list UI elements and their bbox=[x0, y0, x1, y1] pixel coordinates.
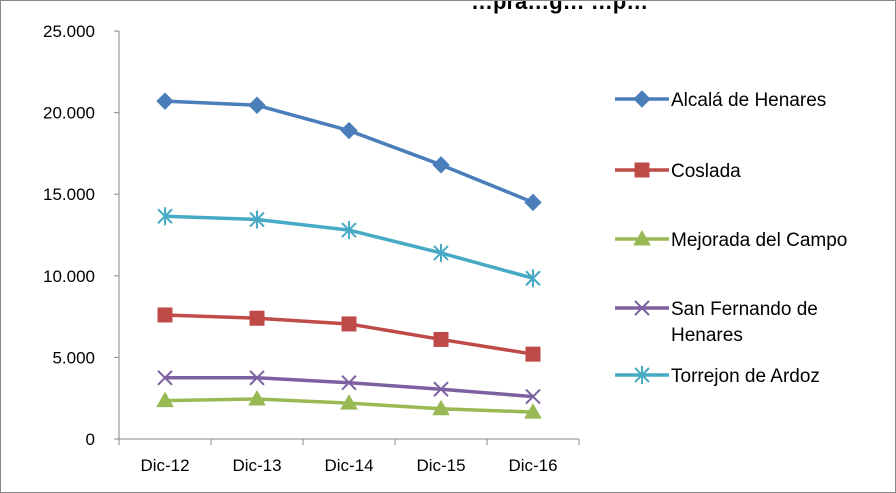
legend-entry-2: Mejorada del Campo bbox=[615, 229, 847, 251]
legend-entry-4: Torrejon de Ardoz bbox=[615, 366, 820, 387]
legend-marker bbox=[634, 162, 650, 178]
legend: Alcalá de Henares Coslada Mejorada del Cam… bbox=[615, 90, 847, 387]
data-point bbox=[525, 269, 541, 288]
data-point bbox=[249, 310, 265, 326]
y-axis: 0 5.000 10.000 15.000 20.000 25.000 bbox=[43, 22, 120, 449]
data-point bbox=[249, 210, 265, 229]
legend-label: Mejorada del Campo bbox=[671, 230, 847, 251]
legend-marker bbox=[633, 90, 651, 108]
series-4 bbox=[157, 207, 541, 288]
y-tick-label: 0 bbox=[86, 430, 95, 449]
data-point bbox=[157, 370, 173, 386]
legend-entry-0: Alcalá de Henares bbox=[615, 90, 826, 111]
legend-label: Alcalá de Henares bbox=[671, 90, 826, 111]
x-tick-label: Dic-12 bbox=[140, 456, 189, 475]
chart-title: …pra…g… …p… bbox=[471, 1, 648, 14]
data-point bbox=[432, 156, 450, 174]
data-point bbox=[340, 121, 358, 140]
x-tick-label: Dic-15 bbox=[416, 456, 465, 475]
data-point bbox=[433, 243, 449, 262]
data-point bbox=[340, 394, 358, 410]
data-point bbox=[433, 331, 449, 347]
y-tick-label: 5.000 bbox=[52, 348, 95, 367]
data-point bbox=[341, 316, 357, 332]
legend-marker bbox=[634, 300, 650, 316]
series-2 bbox=[156, 390, 542, 419]
data-point bbox=[248, 96, 266, 114]
y-tick-label: 10.000 bbox=[43, 267, 95, 286]
data-point bbox=[249, 370, 265, 386]
series-line bbox=[164, 99, 534, 204]
legend-label: Henares bbox=[671, 325, 743, 346]
legend-entry-3: San Fernando de Henares bbox=[615, 299, 818, 346]
series-3 bbox=[157, 370, 541, 405]
data-point bbox=[524, 403, 542, 419]
legend-label: San Fernando de bbox=[671, 299, 818, 320]
legend-label: Torrejon de Ardoz bbox=[671, 366, 820, 387]
data-point bbox=[525, 388, 541, 405]
legend-entry-1: Coslada bbox=[615, 161, 741, 182]
x-axis: Dic-12 Dic-13 Dic-14 Dic-15 Dic-16 bbox=[118, 438, 580, 475]
x-tick-label: Dic-13 bbox=[232, 456, 281, 475]
series-line bbox=[165, 376, 534, 399]
x-tick-label: Dic-14 bbox=[324, 456, 373, 475]
y-tick-label: 25.000 bbox=[43, 22, 95, 41]
legend-marker bbox=[633, 229, 651, 246]
data-point bbox=[432, 399, 450, 416]
data-point bbox=[524, 193, 542, 212]
y-tick-label: 20.000 bbox=[43, 104, 95, 123]
data-point bbox=[156, 92, 174, 110]
series-0 bbox=[156, 92, 542, 212]
legend-marker bbox=[634, 366, 650, 384]
data-point bbox=[341, 221, 357, 240]
x-tick-label: Dic-16 bbox=[508, 456, 557, 475]
data-point bbox=[248, 390, 266, 406]
series-1 bbox=[157, 307, 541, 362]
legend-label: Coslada bbox=[671, 161, 741, 182]
data-point bbox=[341, 374, 357, 391]
y-tick-label: 15.000 bbox=[43, 185, 95, 204]
data-point bbox=[525, 346, 541, 362]
data-point bbox=[433, 381, 449, 397]
data-point bbox=[157, 207, 173, 226]
series-layer bbox=[156, 92, 542, 419]
data-point bbox=[156, 391, 174, 408]
data-point bbox=[157, 307, 173, 323]
